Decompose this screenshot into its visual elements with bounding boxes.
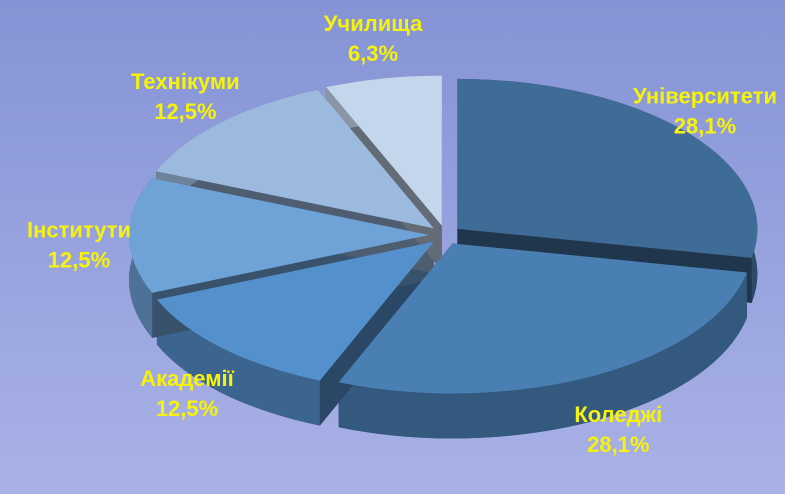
value-label: 12,5% <box>48 247 110 272</box>
slice <box>338 243 747 394</box>
value-label: 12,5% <box>154 99 216 124</box>
slice <box>156 241 434 381</box>
slice-label: Академії <box>140 366 234 391</box>
slice <box>156 89 434 229</box>
slice-rim <box>156 299 320 426</box>
slice <box>457 78 758 258</box>
slice-rim <box>338 272 747 439</box>
slice <box>129 178 430 293</box>
slice-label: Коледжі <box>574 402 662 427</box>
slice-label: Технікуми <box>131 69 240 94</box>
slice-label: Інститути <box>27 217 131 242</box>
labels: Університети 28,1% Коледжі 28,1% Академії 12,… <box>27 11 777 457</box>
slice-label: Університети <box>633 83 777 108</box>
value-label: 6,3% <box>348 41 398 66</box>
slice-label: Училища <box>324 11 423 36</box>
value-label: 12,5% <box>156 396 218 421</box>
value-label: 28,1% <box>674 113 736 138</box>
slice <box>326 75 442 226</box>
tops <box>129 75 758 394</box>
value-label: 28,1% <box>587 432 649 457</box>
